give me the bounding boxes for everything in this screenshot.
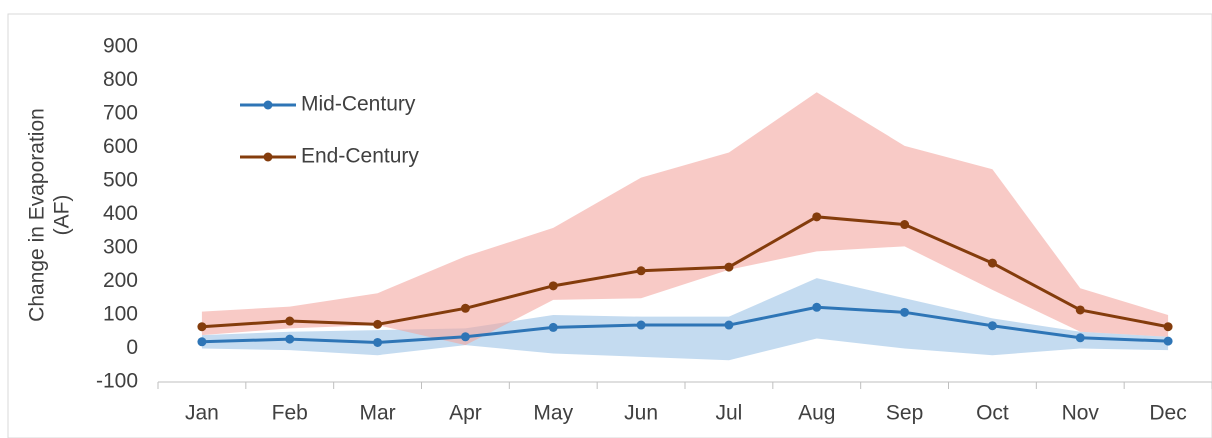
data-point [900, 307, 910, 317]
y-tick-label: 800 [103, 68, 138, 91]
data-point [548, 281, 558, 291]
x-tick-label: May [533, 402, 573, 425]
data-point [548, 322, 558, 332]
data-point [1075, 333, 1085, 343]
x-tick-label: Feb [272, 402, 308, 425]
data-point [812, 212, 822, 222]
data-point [724, 320, 734, 330]
data-point [1163, 322, 1173, 332]
x-tick-label: Dec [1149, 402, 1186, 425]
x-tick-label: Mar [359, 402, 395, 425]
series-line [201, 305, 1169, 344]
data-point [636, 266, 646, 276]
data-point [900, 220, 910, 230]
y-tick-label: 0 [126, 336, 138, 359]
x-tick-label: Oct [976, 402, 1009, 425]
data-point [460, 332, 470, 342]
y-tick-label: 600 [103, 135, 138, 158]
data-point [460, 303, 470, 313]
data-point [987, 321, 997, 331]
series-line [201, 215, 1169, 329]
data-point [636, 320, 646, 330]
legend-marker [263, 152, 273, 162]
x-tick-label: Sep [886, 402, 923, 425]
data-point [373, 337, 383, 347]
x-tick-label: Aug [798, 402, 835, 425]
y-axis-label-line: Change in Evaporation [26, 108, 49, 322]
data-point [197, 322, 207, 332]
chart-frame [7, 13, 1212, 438]
legend-label: Mid-Century [301, 93, 416, 116]
y-tick-label: 900 [103, 35, 138, 58]
data-point [812, 302, 822, 312]
data-point [724, 262, 734, 272]
y-tick-label: 200 [103, 269, 138, 292]
legend-label: End-Century [301, 145, 419, 168]
y-tick-label: 300 [103, 236, 138, 259]
y-axis-label-line: (AF) [51, 195, 74, 236]
data-point [1163, 336, 1173, 346]
y-tick-label: 500 [103, 169, 138, 192]
y-axis-label: Change in Evaporation (AF) [26, 108, 74, 322]
x-tick-label: Apr [449, 402, 482, 425]
data-point [1075, 305, 1085, 315]
y-tick-label: 100 [103, 303, 138, 326]
y-tick-label: 400 [103, 202, 138, 225]
data-point [285, 316, 295, 326]
x-tick-label: Jul [715, 402, 742, 425]
y-tick-label: -100 [96, 370, 138, 393]
legend-marker [263, 100, 273, 110]
data-point [285, 334, 295, 344]
x-tick-label: Nov [1062, 402, 1100, 425]
x-tick-label: Jun [624, 402, 658, 425]
data-point [987, 258, 997, 268]
data-point [373, 319, 383, 329]
range-band [201, 92, 1169, 346]
y-tick-label: 700 [103, 102, 138, 125]
x-tick-label: Jan [185, 402, 219, 425]
data-point [197, 337, 207, 347]
